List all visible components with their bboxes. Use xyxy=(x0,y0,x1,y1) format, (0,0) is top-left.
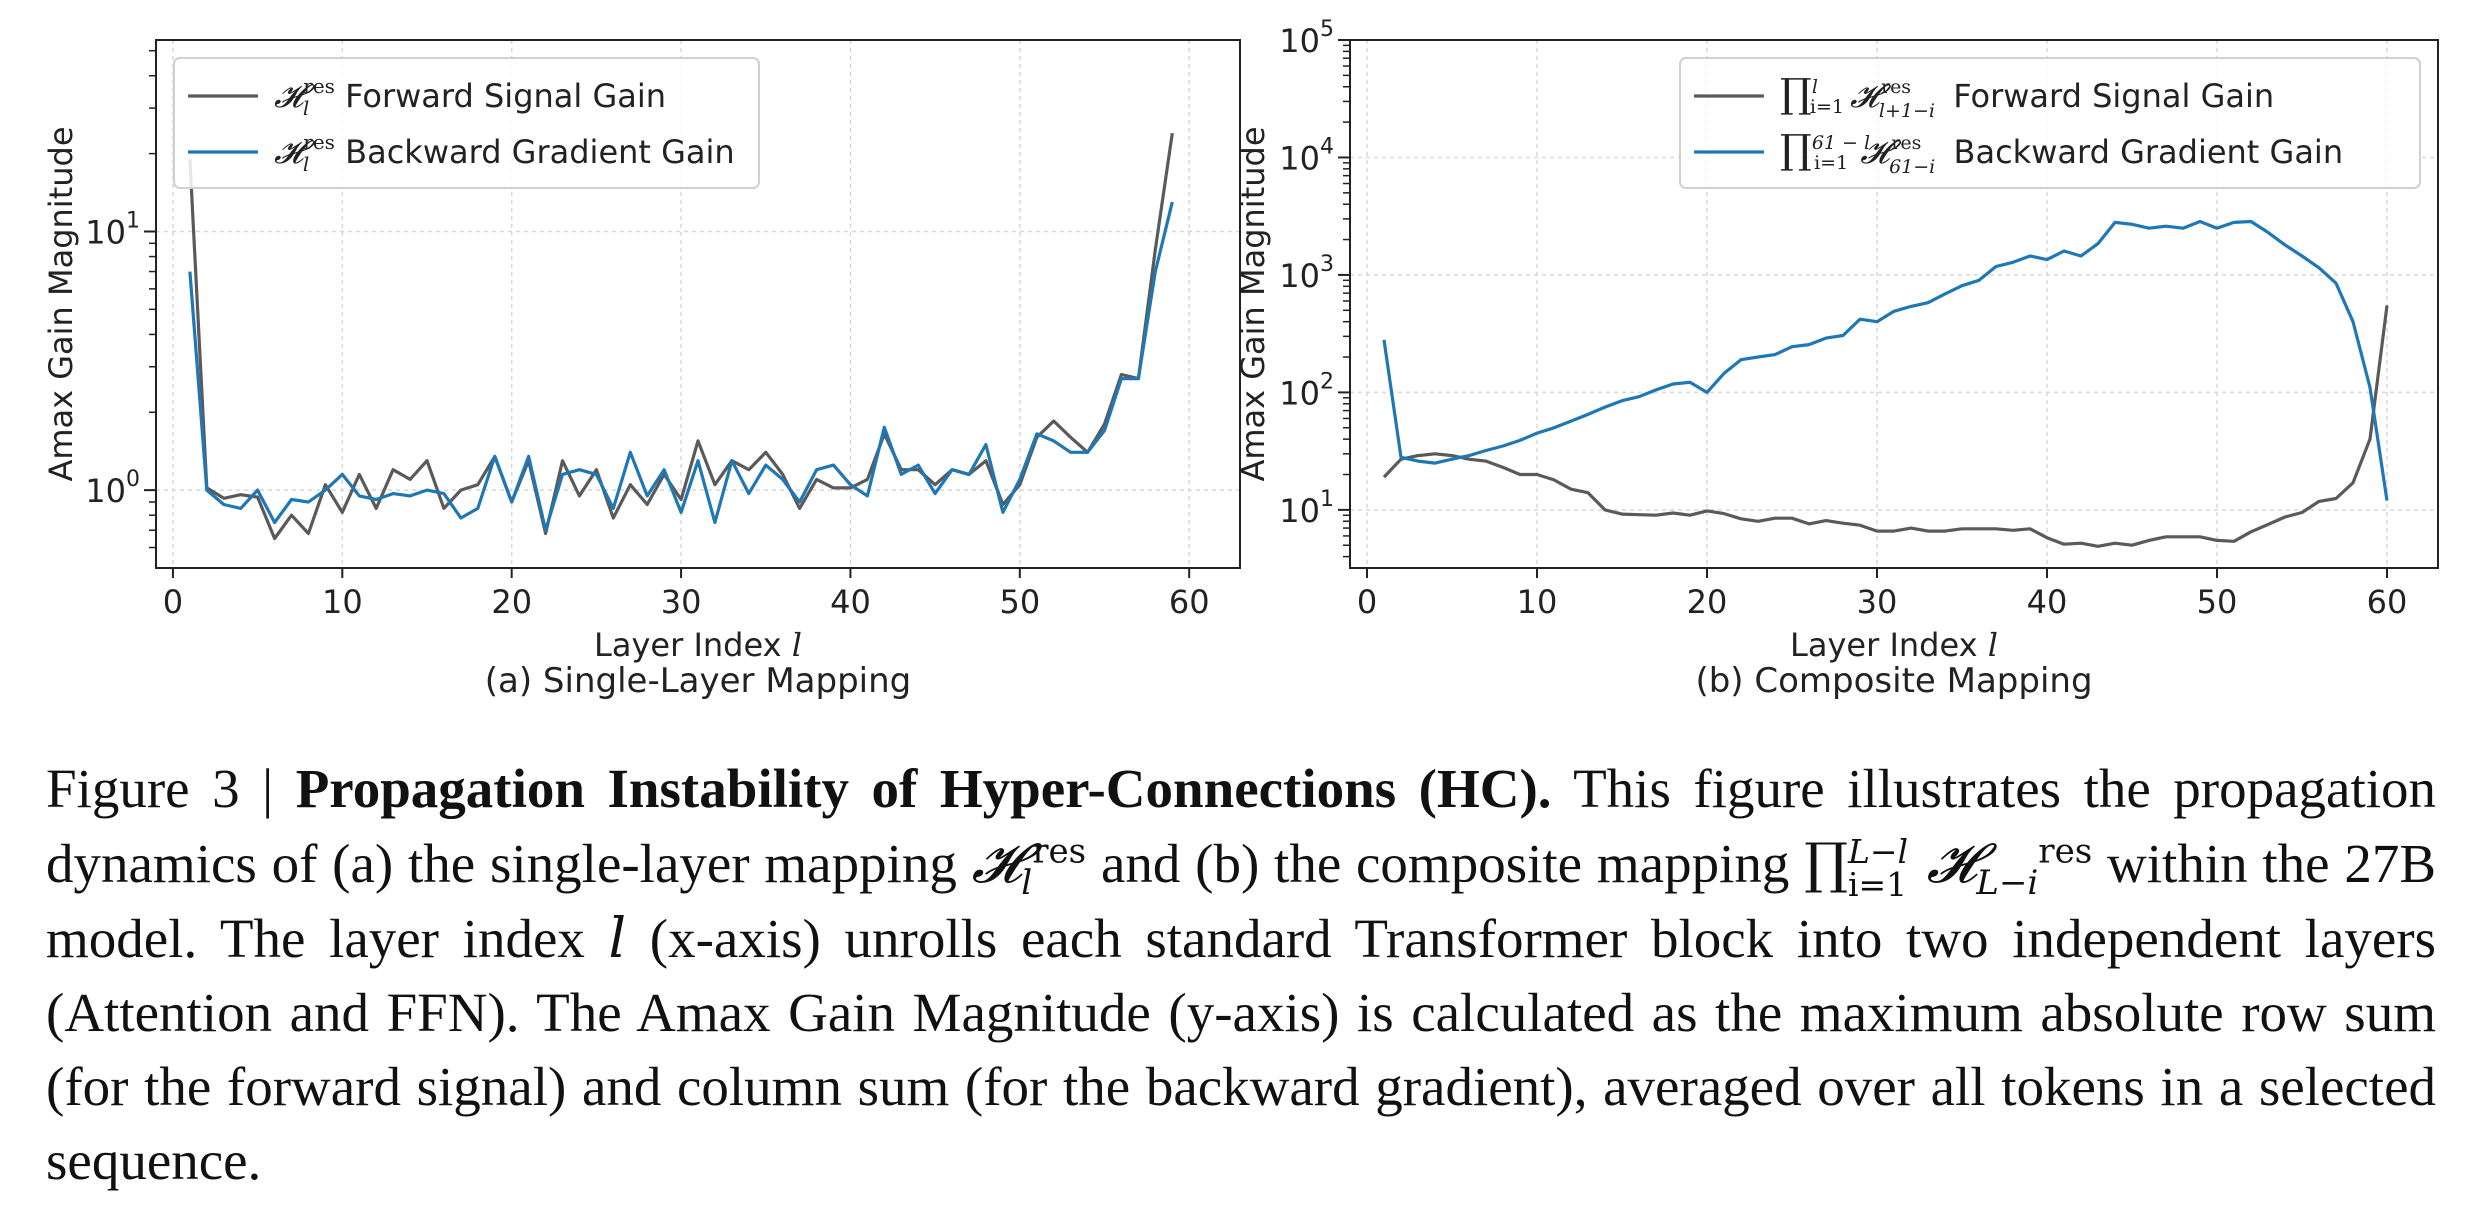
chart-b: 0 10 20 30 40 50 60 101 102 103 104 105 Layer Index … xyxy=(1234,17,2439,701)
x-tick-label: 20 xyxy=(491,583,532,621)
x-tick-label: 50 xyxy=(999,583,1040,621)
legend-box xyxy=(173,57,760,189)
x-tick-label: 40 xyxy=(2027,583,2068,621)
x-axis-label: Layer Index l xyxy=(1790,626,1998,664)
y-tick-label: 104 xyxy=(1279,134,1334,177)
y-tick-label: 101 xyxy=(1279,487,1334,530)
x-tick-label: 20 xyxy=(1687,583,1728,621)
x-tick-label: 10 xyxy=(322,583,363,621)
legend: ∏l i=1 𝓗l+1−ires Forward Signal Gain∏61 − … xyxy=(1679,57,2421,189)
x-tick-label: 60 xyxy=(1169,583,1210,621)
caption-label: Figure 3 | xyxy=(46,758,274,819)
series-line-forward xyxy=(1382,305,2389,548)
x-tick-label: 10 xyxy=(1517,583,1558,621)
caption-title: Propagation Instability of Hyper-Connect… xyxy=(295,758,1552,819)
x-tick-label: 60 xyxy=(2367,583,2408,621)
x-tick-label: 0 xyxy=(163,583,183,621)
x-tick-label: 40 xyxy=(830,583,871,621)
caption-text-2: and (b) the composite mapping xyxy=(1100,833,1790,894)
caption-math-composite: ∏ L−l i=1 𝓗L−ires xyxy=(1804,831,2093,904)
legend-box xyxy=(1679,57,2421,189)
caption-math-l: l xyxy=(608,906,627,970)
y-axis-label: Amax Gain Magnitude xyxy=(42,126,80,481)
y-tick-label: 103 xyxy=(1279,252,1334,295)
legend-entry: 𝓗lres Forward Signal Gain xyxy=(274,74,666,120)
chart-a: 0 10 20 30 40 50 60 100 101 Layer Index l Amax Gai… xyxy=(42,39,1241,701)
caption-text-3: within the 27B model. The layer index xyxy=(46,833,2437,969)
y-tick-label: 100 xyxy=(85,467,140,510)
x-tick-label: 0 xyxy=(1357,583,1377,621)
legend: 𝓗lres Forward Signal Gain 𝓗lres Backward … xyxy=(173,57,760,189)
caption-math-single: 𝓗lres xyxy=(971,831,1087,903)
series-line-backward xyxy=(188,201,1174,532)
y-tick-label: 105 xyxy=(1279,17,1334,60)
plot-frame xyxy=(1349,39,2439,569)
y-tick-label: 102 xyxy=(1279,369,1334,412)
caption-text-4: (x-axis) unrolls each standard Transform… xyxy=(46,908,2436,1191)
x-axis-label: Layer Index l xyxy=(594,626,802,664)
subplot-caption: (a) Single-Layer Mapping xyxy=(485,661,911,701)
legend-entry: ∏l i=1 𝓗l+1−ires Forward Signal Gain xyxy=(1780,71,2274,122)
figure-caption: Figure 3 | Propagation Instability of Hy… xyxy=(46,752,2436,1198)
plot-frame xyxy=(155,39,1241,569)
subplot-caption: (b) Composite Mapping xyxy=(1695,661,2092,701)
x-tick-label: 50 xyxy=(2197,583,2238,621)
y-tick-label: 101 xyxy=(85,208,140,251)
series-line-backward xyxy=(1382,219,2389,501)
caption-text-1: This figure illustrates the propagation … xyxy=(46,758,2437,894)
x-tick-label: 30 xyxy=(1857,583,1898,621)
x-tick-label: 30 xyxy=(661,583,702,621)
legend-entry: ∏61 − l i=1 𝓗61−ires Backward Gradient Gai… xyxy=(1780,127,2343,178)
y-axis-label: Amax Gain Magnitude xyxy=(1234,126,1272,481)
legend-entry: 𝓗lres Backward Gradient Gain xyxy=(274,130,735,176)
